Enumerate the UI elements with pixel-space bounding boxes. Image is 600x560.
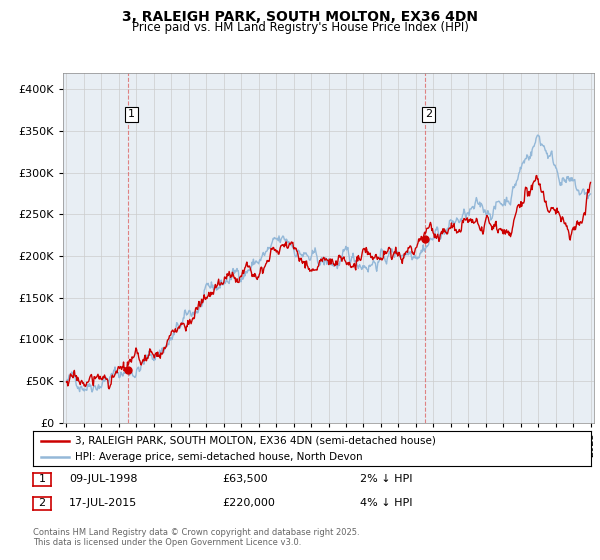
- Text: 09-JUL-1998: 09-JUL-1998: [69, 474, 137, 484]
- Text: 2: 2: [425, 109, 433, 119]
- Text: 17-JUL-2015: 17-JUL-2015: [69, 498, 137, 508]
- Text: Price paid vs. HM Land Registry's House Price Index (HPI): Price paid vs. HM Land Registry's House …: [131, 21, 469, 34]
- Text: 3, RALEIGH PARK, SOUTH MOLTON, EX36 4DN: 3, RALEIGH PARK, SOUTH MOLTON, EX36 4DN: [122, 10, 478, 24]
- Text: 3, RALEIGH PARK, SOUTH MOLTON, EX36 4DN (semi-detached house): 3, RALEIGH PARK, SOUTH MOLTON, EX36 4DN …: [75, 436, 436, 446]
- Text: Contains HM Land Registry data © Crown copyright and database right 2025.
This d: Contains HM Land Registry data © Crown c…: [33, 528, 359, 547]
- Text: 2: 2: [38, 498, 46, 508]
- Text: HPI: Average price, semi-detached house, North Devon: HPI: Average price, semi-detached house,…: [75, 451, 362, 461]
- Text: 4% ↓ HPI: 4% ↓ HPI: [360, 498, 413, 508]
- Text: £63,500: £63,500: [222, 474, 268, 484]
- Text: 1: 1: [128, 109, 135, 119]
- Text: 2% ↓ HPI: 2% ↓ HPI: [360, 474, 413, 484]
- Text: 1: 1: [38, 474, 46, 484]
- Text: £220,000: £220,000: [222, 498, 275, 508]
